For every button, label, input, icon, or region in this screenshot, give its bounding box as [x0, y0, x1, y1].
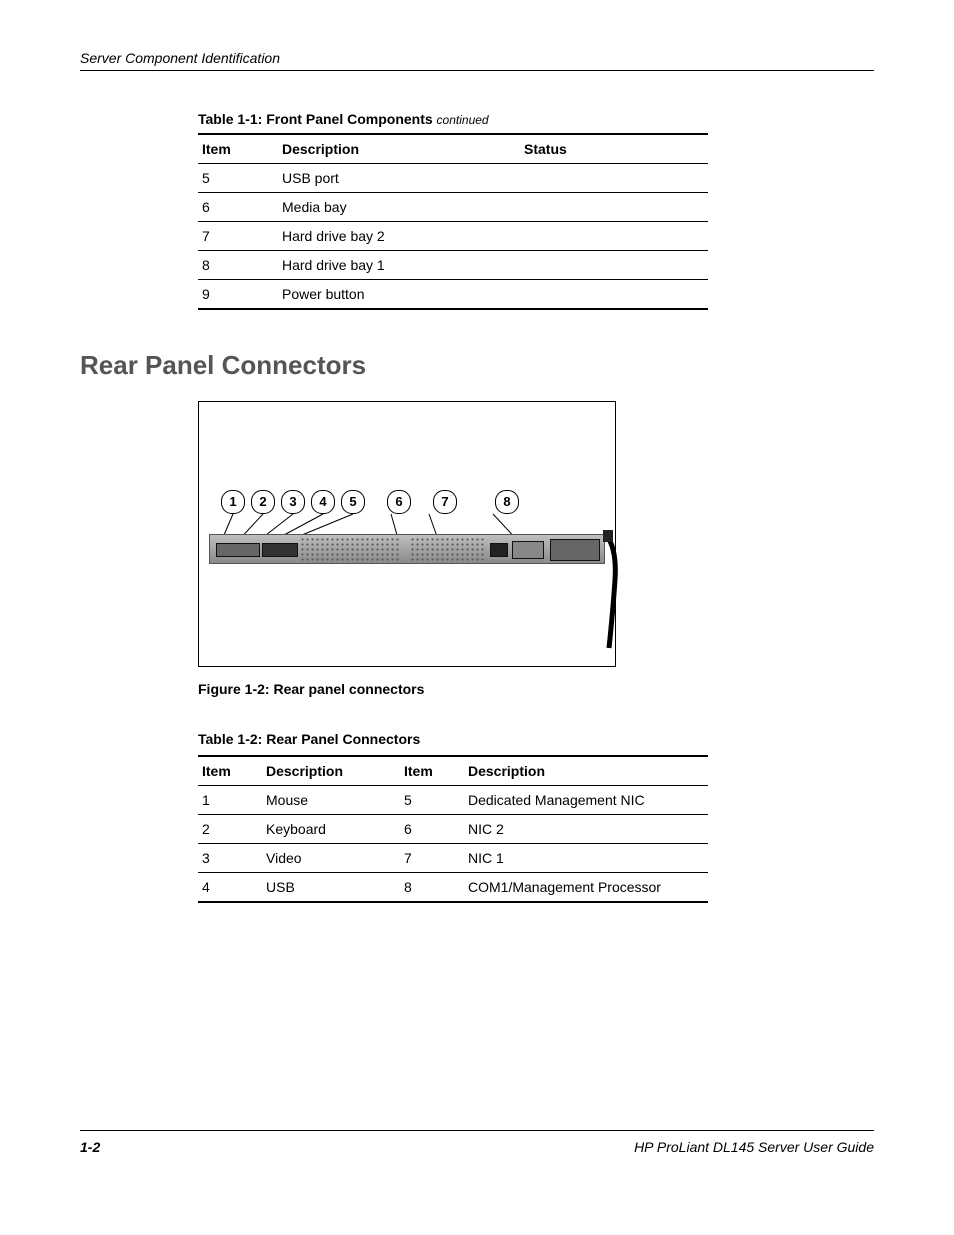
cell-item: 7	[400, 844, 464, 873]
table-row: Item Description Item Description	[198, 756, 708, 786]
cell-desc: NIC 2	[464, 815, 708, 844]
col-header-description: Description	[278, 134, 520, 164]
cell-desc: Mouse	[262, 786, 400, 815]
section-heading: Rear Panel Connectors	[80, 350, 874, 381]
cell-item: 7	[198, 222, 278, 251]
vent-icon	[410, 537, 484, 561]
cell-desc: Power button	[278, 280, 520, 310]
cell-item: 1	[198, 786, 262, 815]
cell-item: 4	[198, 873, 262, 903]
table-1-2: Item Description Item Description 1 Mous…	[198, 755, 708, 903]
cell-desc: Hard drive bay 2	[278, 222, 520, 251]
table-row: 6 Media bay	[198, 193, 708, 222]
callout-2: 2	[251, 490, 275, 514]
col-header-description: Description	[464, 756, 708, 786]
cell-status	[520, 164, 708, 193]
table-1-1-wrap: Table 1-1: Front Panel Components contin…	[198, 111, 708, 310]
cell-desc: Keyboard	[262, 815, 400, 844]
figure-caption: Figure 1-2: Rear panel connectors	[198, 681, 618, 697]
table-row: 1 Mouse 5 Dedicated Management NIC	[198, 786, 708, 815]
table-1-1-title-continued: continued	[437, 113, 489, 127]
cell-status	[520, 193, 708, 222]
table-row: 2 Keyboard 6 NIC 2	[198, 815, 708, 844]
cell-desc: Hard drive bay 1	[278, 251, 520, 280]
port-icon	[262, 543, 298, 557]
vent-icon	[300, 537, 400, 561]
col-header-item: Item	[400, 756, 464, 786]
cell-status	[520, 280, 708, 310]
cell-item: 5	[198, 164, 278, 193]
cell-item: 6	[400, 815, 464, 844]
callout-1: 1	[221, 490, 245, 514]
col-header-item: Item	[198, 134, 278, 164]
callout-7: 7	[433, 490, 457, 514]
callout-8: 8	[495, 490, 519, 514]
callout-4: 4	[311, 490, 335, 514]
table-row: 8 Hard drive bay 1	[198, 251, 708, 280]
cell-status	[520, 251, 708, 280]
callout-5: 5	[341, 490, 365, 514]
figure-frame: 1 2 3 4 5 6 7 8	[198, 401, 616, 667]
callout-row: 1 2 3 4 5 6 7 8	[221, 490, 519, 514]
cell-item: 8	[198, 251, 278, 280]
cell-item: 5	[400, 786, 464, 815]
callout-3: 3	[281, 490, 305, 514]
cell-item: 2	[198, 815, 262, 844]
callout-6: 6	[387, 490, 411, 514]
cell-desc: USB port	[278, 164, 520, 193]
cell-desc: Video	[262, 844, 400, 873]
server-rear-illustration	[209, 534, 605, 564]
port-icon	[490, 543, 508, 557]
table-1-1: Item Description Status 5 USB port 6 Med…	[198, 133, 708, 310]
table-row: 4 USB 8 COM1/Management Processor	[198, 873, 708, 903]
table-row: 3 Video 7 NIC 1	[198, 844, 708, 873]
cell-item: 9	[198, 280, 278, 310]
col-header-description: Description	[262, 756, 400, 786]
figure-1-2: 1 2 3 4 5 6 7 8	[198, 401, 618, 903]
page-number: 1-2	[80, 1139, 100, 1155]
table-1-1-title: Table 1-1: Front Panel Components contin…	[198, 111, 708, 127]
table-1-1-title-bold: Table 1-1: Front Panel Components	[198, 111, 433, 127]
footer-guide-title: HP ProLiant DL145 Server User Guide	[634, 1139, 874, 1155]
table-row: 7 Hard drive bay 2	[198, 222, 708, 251]
cell-desc: Dedicated Management NIC	[464, 786, 708, 815]
cell-status	[520, 222, 708, 251]
cable-icon	[603, 530, 621, 650]
table-1-2-title: Table 1-2: Rear Panel Connectors	[198, 731, 618, 747]
table-row: 9 Power button	[198, 280, 708, 310]
cell-item: 3	[198, 844, 262, 873]
port-icon	[216, 543, 260, 557]
cell-item: 6	[198, 193, 278, 222]
col-header-status: Status	[520, 134, 708, 164]
page-footer: 1-2 HP ProLiant DL145 Server User Guide	[80, 1130, 874, 1155]
cell-desc: USB	[262, 873, 400, 903]
col-header-item: Item	[198, 756, 262, 786]
document-page: Server Component Identification Table 1-…	[0, 0, 954, 1235]
table-row: 5 USB port	[198, 164, 708, 193]
port-icon	[550, 539, 600, 561]
cell-item: 8	[400, 873, 464, 903]
cell-desc: Media bay	[278, 193, 520, 222]
table-row: Item Description Status	[198, 134, 708, 164]
running-header: Server Component Identification	[80, 50, 874, 71]
cell-desc: NIC 1	[464, 844, 708, 873]
cell-desc: COM1/Management Processor	[464, 873, 708, 903]
port-icon	[512, 541, 544, 559]
